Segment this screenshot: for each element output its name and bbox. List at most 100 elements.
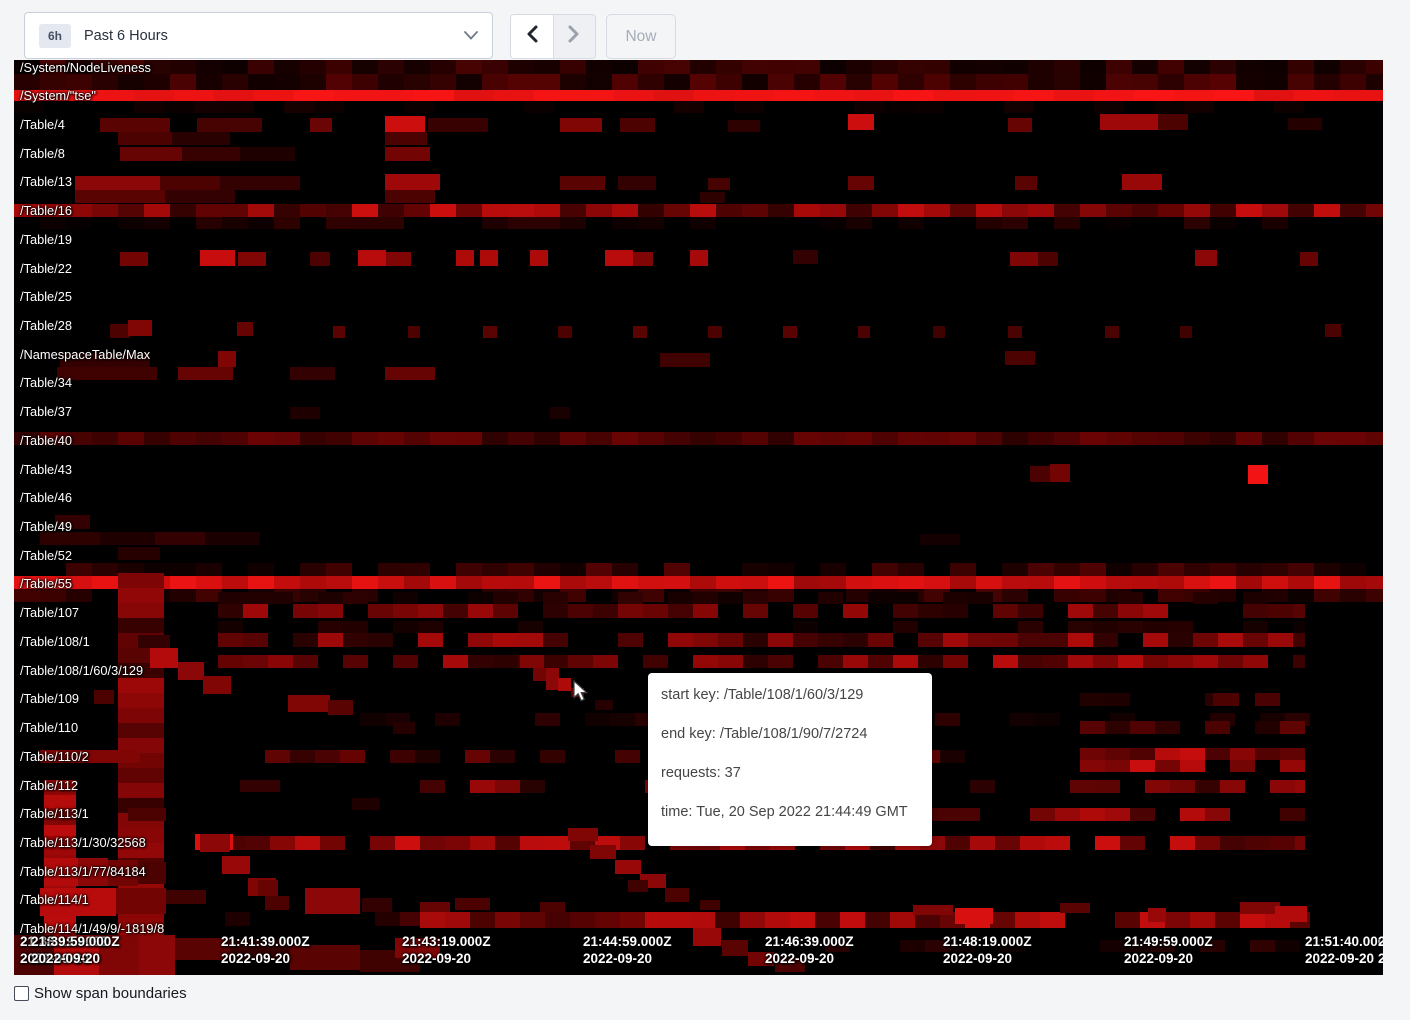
heat-cell[interactable]: [1340, 60, 1366, 74]
heat-cell[interactable]: [664, 563, 690, 576]
heat-cell[interactable]: [1184, 204, 1210, 217]
heat-cell[interactable]: [925, 940, 950, 952]
heat-cell[interactable]: [92, 60, 118, 74]
heat-cell[interactable]: [595, 912, 620, 928]
heat-cell[interactable]: [194, 101, 224, 113]
heat-cell[interactable]: [818, 592, 843, 604]
heat-cell[interactable]: [1068, 655, 1093, 668]
heat-cell[interactable]: [1288, 576, 1314, 589]
heat-cell[interactable]: [378, 74, 404, 90]
heat-cell[interactable]: [144, 74, 170, 90]
heat-cell[interactable]: [222, 432, 248, 445]
heat-cell[interactable]: [820, 432, 846, 445]
heat-cell[interactable]: [690, 576, 716, 589]
heat-cell[interactable]: [612, 563, 638, 576]
heat-cell[interactable]: [690, 250, 708, 266]
heat-cell[interactable]: [482, 217, 508, 229]
heat-cell[interactable]: [1366, 576, 1383, 589]
heat-cell[interactable]: [1193, 592, 1218, 604]
heat-cell[interactable]: [708, 326, 722, 338]
heat-cell[interactable]: [14, 90, 54, 101]
heat-cell[interactable]: [310, 252, 330, 266]
heat-cell[interactable]: [1325, 324, 1341, 337]
heat-cell[interactable]: [794, 576, 820, 589]
heat-cell[interactable]: [1262, 60, 1288, 74]
heat-cell[interactable]: [415, 750, 440, 763]
heat-cell[interactable]: [638, 60, 664, 74]
heat-cell[interactable]: [118, 588, 164, 603]
heat-cell[interactable]: [560, 217, 586, 229]
heat-cell[interactable]: [930, 808, 955, 821]
heat-cell[interactable]: [243, 604, 268, 618]
heat-cell[interactable]: [1314, 576, 1340, 589]
heat-cell[interactable]: [1100, 114, 1158, 130]
heat-cell[interactable]: [290, 750, 315, 763]
heat-cell[interactable]: [378, 576, 404, 589]
heat-cell[interactable]: [993, 655, 1018, 668]
heat-cell[interactable]: [560, 176, 605, 190]
heat-cell[interactable]: [284, 101, 314, 113]
heat-cell[interactable]: [418, 621, 443, 633]
heat-cell[interactable]: [99, 935, 139, 975]
heat-cell[interactable]: [1288, 60, 1314, 74]
heat-cell[interactable]: [924, 74, 950, 90]
heat-cell[interactable]: [934, 90, 974, 101]
heat-cell[interactable]: [612, 60, 638, 74]
heat-cell[interactable]: [493, 592, 518, 604]
heat-cell[interactable]: [265, 750, 290, 763]
heat-cell[interactable]: [898, 217, 924, 229]
heat-cell[interactable]: [716, 204, 742, 217]
heat-cell[interactable]: [40, 204, 66, 217]
heat-cell[interactable]: [1070, 780, 1095, 793]
heat-cell[interactable]: [1040, 912, 1065, 928]
heat-cell[interactable]: [14, 589, 40, 602]
heat-cell[interactable]: [1168, 633, 1193, 647]
heat-cell[interactable]: [165, 190, 235, 203]
heat-cell[interactable]: [924, 204, 950, 217]
heat-cell[interactable]: [1132, 432, 1158, 445]
heat-cell[interactable]: [918, 655, 943, 668]
heat-cell[interactable]: [768, 204, 794, 217]
heat-cell[interactable]: [274, 432, 300, 445]
heat-cell[interactable]: [742, 204, 768, 217]
heat-cell[interactable]: [943, 592, 968, 604]
heat-cell[interactable]: [893, 592, 918, 604]
heat-cell[interactable]: [593, 655, 618, 668]
heat-cell[interactable]: [1213, 693, 1239, 706]
heat-cell[interactable]: [664, 432, 690, 445]
heat-cell[interactable]: [1262, 563, 1288, 576]
heat-cell[interactable]: [378, 217, 404, 229]
heat-cell[interactable]: [290, 945, 360, 970]
heat-cell[interactable]: [765, 912, 790, 928]
heat-cell[interactable]: [918, 604, 943, 618]
heat-cell[interactable]: [378, 60, 404, 74]
heat-cell[interactable]: [170, 563, 196, 576]
heat-cell[interactable]: [196, 217, 222, 229]
heat-cell[interactable]: [352, 798, 380, 810]
heat-cell[interactable]: [508, 60, 534, 74]
heat-cell[interactable]: [66, 432, 92, 445]
heat-cell[interactable]: [1068, 621, 1093, 633]
heat-cell[interactable]: [1106, 432, 1132, 445]
heat-cell[interactable]: [558, 678, 571, 691]
heat-cell[interactable]: [40, 750, 140, 763]
heat-cell[interactable]: [1200, 940, 1225, 952]
heat-cell[interactable]: [1288, 432, 1314, 445]
heat-cell[interactable]: [1005, 351, 1035, 365]
heat-cell[interactable]: [1002, 60, 1028, 74]
heat-cell[interactable]: [690, 60, 716, 74]
heat-cell[interactable]: [1340, 576, 1366, 589]
heat-cell[interactable]: [385, 367, 435, 380]
heat-cell[interactable]: [1038, 252, 1058, 266]
prev-button[interactable]: [511, 15, 553, 58]
heat-cell[interactable]: [408, 326, 420, 338]
heat-cell[interactable]: [1366, 204, 1383, 217]
heat-cell[interactable]: [218, 621, 243, 633]
heat-cell[interactable]: [1366, 74, 1383, 90]
heat-cell[interactable]: [268, 655, 293, 668]
heat-cell[interactable]: [508, 217, 534, 229]
heat-cell[interactable]: [430, 576, 456, 589]
heat-cell[interactable]: [1165, 912, 1190, 928]
heat-cell[interactable]: [820, 217, 846, 229]
heat-cell[interactable]: [1105, 808, 1130, 821]
